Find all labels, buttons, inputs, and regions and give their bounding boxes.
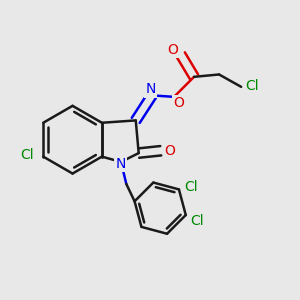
Text: O: O bbox=[164, 144, 175, 158]
Text: O: O bbox=[167, 43, 178, 57]
Text: Cl: Cl bbox=[190, 214, 204, 229]
Text: N: N bbox=[145, 82, 156, 97]
Text: Cl: Cl bbox=[20, 148, 34, 162]
Text: Cl: Cl bbox=[184, 180, 198, 194]
Text: O: O bbox=[173, 96, 184, 110]
Text: Cl: Cl bbox=[245, 79, 259, 93]
Text: N: N bbox=[115, 157, 126, 171]
